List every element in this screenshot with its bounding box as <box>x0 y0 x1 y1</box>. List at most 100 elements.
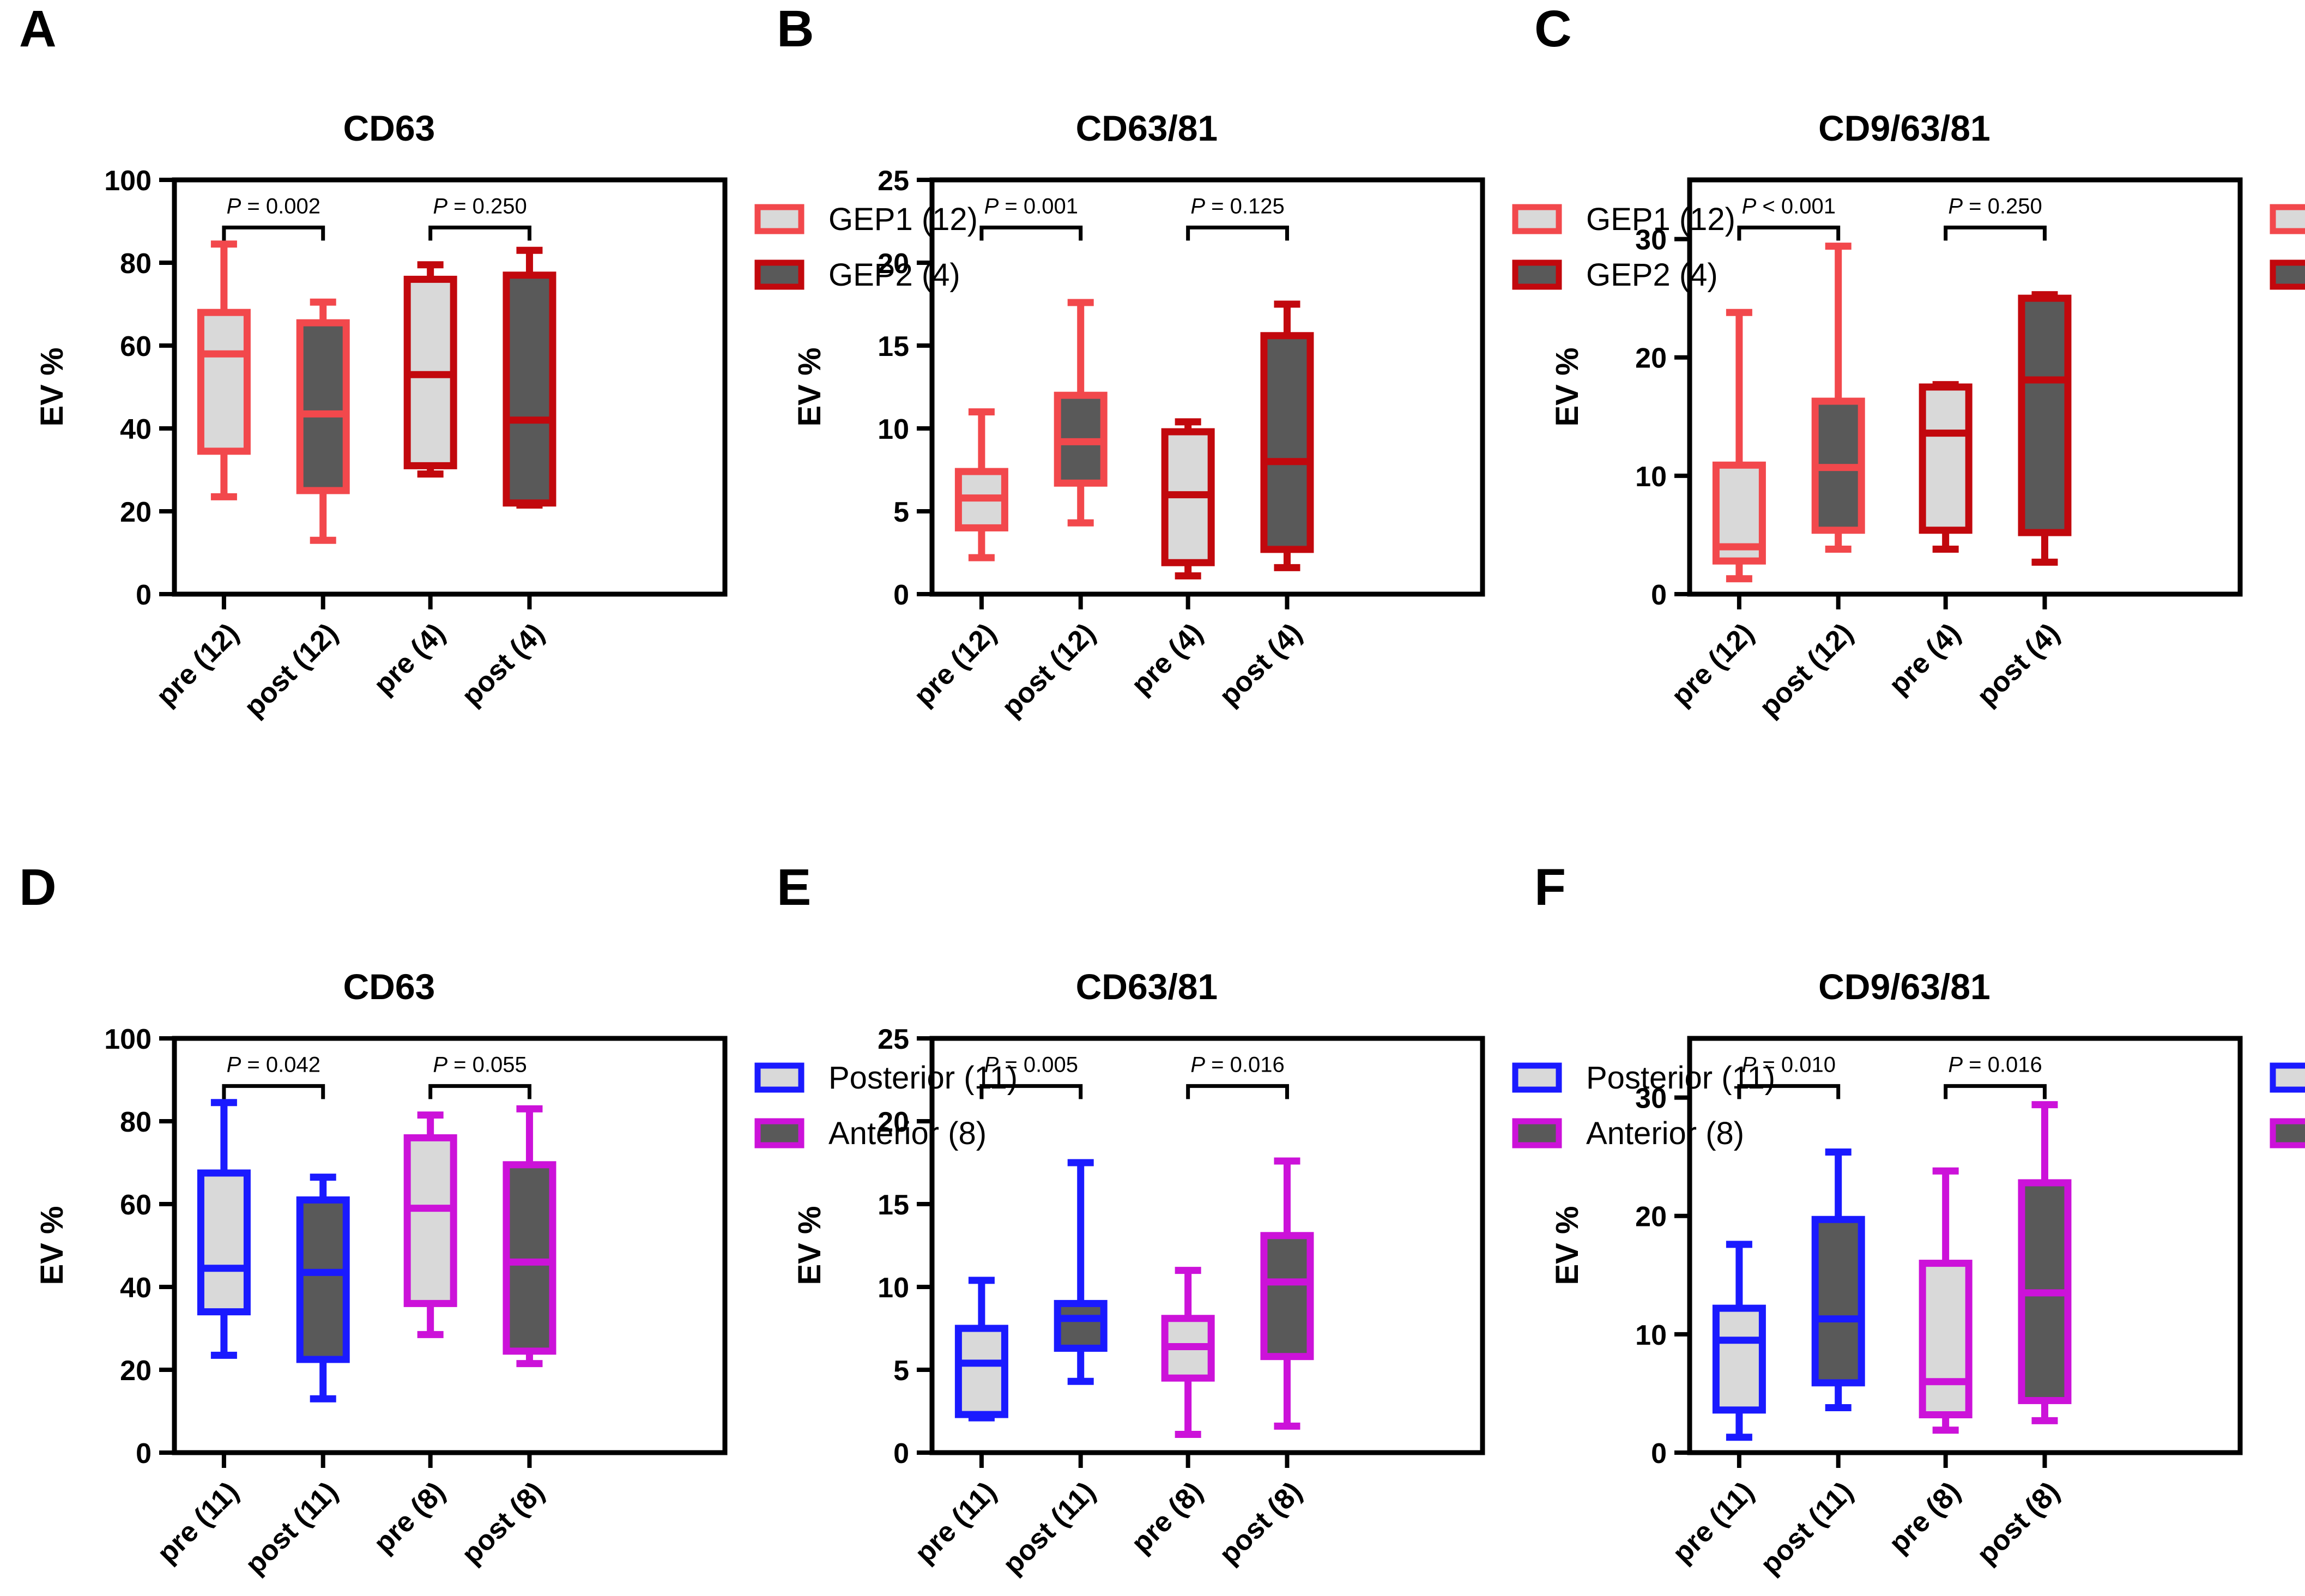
box-1 <box>296 1174 350 1402</box>
x-tick-label: pre (8) <box>1883 1476 1967 1559</box>
x-tick-label: pre (8) <box>368 1476 451 1559</box>
y-tick-label: 20 <box>1635 343 1667 374</box>
legend-swatch <box>2270 1062 2305 1093</box>
p-symbol: P <box>1742 194 1757 218</box>
legend-label: GEP1 (12) <box>1586 202 1735 237</box>
x-tick-label: pre (8) <box>1126 1476 1209 1559</box>
y-tick-label: 80 <box>120 248 152 280</box>
p-value-label: P = 0.005 <box>984 1053 1078 1077</box>
box-iqr <box>954 1325 1008 1418</box>
box-1 <box>1054 1159 1108 1385</box>
box-1 <box>1811 243 1865 553</box>
box-iqr <box>296 1196 350 1363</box>
y-tick-label: 10 <box>878 1272 909 1304</box>
legend-swatch <box>2270 204 2305 234</box>
p-symbol: P <box>1742 1053 1757 1077</box>
x-tick-label: post (12) <box>996 617 1102 723</box>
y-tick-label: 60 <box>120 1189 152 1221</box>
y-tick-label: 20 <box>878 248 909 280</box>
panel-letter: B <box>777 0 814 58</box>
y-tick-label: 15 <box>878 1189 909 1221</box>
p-value: = 0.002 <box>241 194 320 218</box>
box-0 <box>954 408 1008 561</box>
chart-title: CD9/63/81 <box>1818 966 1991 1007</box>
box-1 <box>1054 299 1108 527</box>
box-iqr <box>2018 294 2072 536</box>
box-iqr <box>296 319 350 494</box>
p-value: = 0.042 <box>241 1053 320 1077</box>
box-1 <box>296 298 350 544</box>
y-tick-label: 0 <box>893 579 909 611</box>
x-tick-label: pre (12) <box>1666 617 1760 712</box>
box-iqr <box>1811 1216 1865 1387</box>
p-symbol: P <box>1190 1053 1205 1077</box>
y-tick-label: 25 <box>878 165 909 197</box>
box-0 <box>197 240 251 500</box>
x-tick-label: post (12) <box>1753 617 1859 723</box>
box-2 <box>403 1111 457 1338</box>
p-value: = 0.125 <box>1205 194 1285 218</box>
significance-bracket <box>222 1084 325 1099</box>
box-iqr <box>197 309 251 455</box>
chart-title: CD9/63/81 <box>1818 108 1991 148</box>
x-tick-label: post (11) <box>997 1476 1102 1580</box>
p-symbol: P <box>984 1053 999 1077</box>
legend-swatch <box>754 1062 804 1093</box>
chart-title: CD63 <box>343 108 435 148</box>
p-value: = 0.016 <box>1963 1053 2042 1077</box>
significance-bracket <box>222 225 325 241</box>
panel-letter: C <box>1534 0 1572 58</box>
legend-swatch <box>1512 1062 1562 1093</box>
legend-label: Posterior (11) <box>1586 1060 1775 1096</box>
y-tick-label: 15 <box>878 331 909 362</box>
x-tick-label: post (8) <box>1213 1476 1308 1570</box>
legend-swatch <box>2270 259 2305 290</box>
y-axis-label: EV % <box>1550 347 1585 426</box>
significance-bracket <box>1737 225 1841 241</box>
y-tick-label: 0 <box>1651 1438 1667 1470</box>
legend-label: Anterior (8) <box>1586 1116 1744 1151</box>
plot-frame <box>929 1036 1485 1455</box>
box-iqr <box>503 1161 556 1355</box>
legend-label: Anterior (8) <box>828 1116 987 1151</box>
box-2 <box>1161 418 1215 580</box>
x-tick-label: post (12) <box>238 617 344 723</box>
significance-bracket <box>428 225 531 241</box>
box-3 <box>1260 300 1314 571</box>
y-tick-label: 0 <box>1651 579 1667 611</box>
box-0 <box>954 1277 1008 1422</box>
box-iqr <box>503 271 556 507</box>
significance-bracket <box>1186 225 1289 241</box>
significance-bracket <box>979 1084 1083 1099</box>
x-tick-label: pre (11) <box>909 1476 1003 1569</box>
box-0 <box>1712 1241 1766 1441</box>
x-tick-label: pre (11) <box>152 1476 245 1569</box>
panel-letter: E <box>777 859 811 916</box>
p-symbol: P <box>1948 1053 1963 1077</box>
x-tick-label: post (4) <box>456 617 550 712</box>
legend-label: GEP2 (4) <box>1586 257 1718 293</box>
significance-bracket <box>979 225 1083 241</box>
y-tick-label: 40 <box>120 414 152 445</box>
y-axis-label: EV % <box>1550 1206 1585 1285</box>
significance-bracket <box>428 1084 531 1099</box>
box-2 <box>1919 1167 1973 1434</box>
significance-bracket <box>1944 225 2047 241</box>
box-2 <box>1919 381 1973 553</box>
y-tick-label: 0 <box>136 579 152 611</box>
panel-C: C CD9/63/81 EV % 0 10 20 30 pre (12)post (12) pr… <box>1534 0 2305 723</box>
significance-bracket <box>1944 1084 2047 1099</box>
p-value-label: P = 0.016 <box>1948 1053 2042 1077</box>
x-tick-label: post (4) <box>1213 617 1308 712</box>
y-axis-label: EV % <box>34 1206 70 1285</box>
y-tick-label: 5 <box>893 497 909 528</box>
p-value: = 0.055 <box>447 1053 527 1077</box>
legend-swatch <box>754 1118 804 1148</box>
p-symbol: P <box>984 194 999 218</box>
y-tick-label: 60 <box>120 331 152 362</box>
box-iqr <box>1919 1260 1973 1419</box>
y-tick-label: 30 <box>1635 1083 1667 1115</box>
p-value-label: P = 0.042 <box>227 1053 320 1077</box>
box-iqr <box>197 1169 251 1316</box>
